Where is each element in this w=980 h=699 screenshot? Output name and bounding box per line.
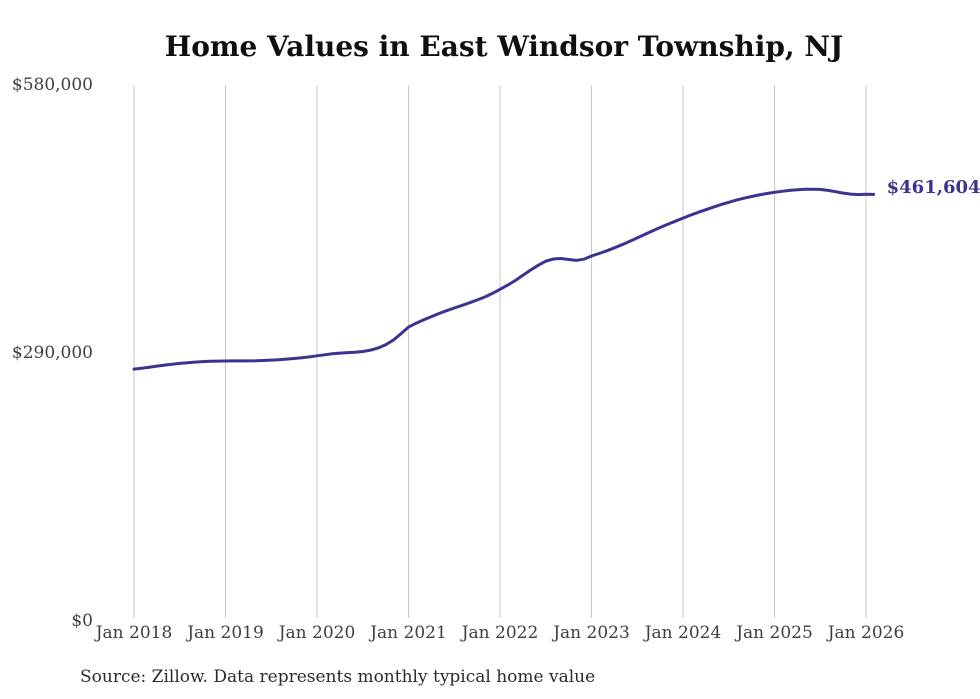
x-axis-label: Jan 2022 [461, 623, 539, 643]
x-axis-label: Jan 2019 [187, 623, 264, 643]
source-note: Source: Zillow. Data represents monthly … [80, 667, 596, 687]
x-axis-label: Jan 2026 [827, 623, 905, 643]
gridlines [133, 85, 867, 618]
y-axis-label: $0 [71, 611, 93, 631]
x-axis-label: Jan 2023 [553, 623, 630, 643]
home-value-line [132, 187, 876, 371]
chart-title: Home Values in East Windsor Township, NJ [164, 30, 844, 63]
x-axis-label: Jan 2020 [278, 623, 356, 643]
y-axis-label: $290,000 [11, 343, 93, 363]
x-axis-label: Jan 2018 [95, 623, 173, 643]
x-axis-label: Jan 2024 [644, 623, 722, 643]
last-value-label: $461,604 [886, 177, 980, 199]
x-axis-label: Jan 2025 [736, 623, 813, 643]
y-axis-label: $580,000 [11, 75, 93, 95]
x-axis-label: Jan 2021 [370, 623, 447, 643]
